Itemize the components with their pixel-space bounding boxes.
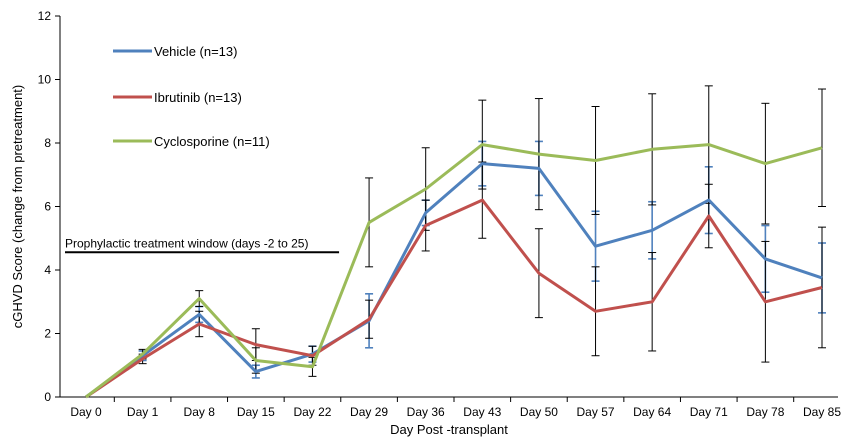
legend: Vehicle (n=13) Ibrutinib (n=13) Cyclospori…: [113, 44, 270, 149]
y-tick-label: 6: [44, 200, 51, 214]
series-1: [138, 161, 826, 366]
plot-area: [85, 85, 826, 399]
y-tick-label: 0: [44, 390, 51, 404]
x-tick-label: Day 85: [803, 405, 841, 419]
y-tick-label: 8: [44, 136, 51, 150]
x-tick-label: Day 36: [407, 405, 445, 419]
treatment-window-annotation: Prophylactic treatment window (days -2 t…: [65, 236, 340, 254]
x-tick-label: Day 78: [746, 405, 784, 419]
x-tick-label: Day 0: [70, 405, 102, 419]
series-line-0: [85, 162, 823, 399]
x-axis-title: Day Post -transplant: [390, 422, 508, 437]
y-tick-label: 2: [44, 327, 51, 341]
x-tick-label: Day 50: [520, 405, 558, 419]
y-tick-label: 10: [38, 73, 52, 87]
legend-label-2: Cyclosporine (n=11): [154, 134, 270, 149]
x-tick-label: Day 29: [350, 405, 388, 419]
axes: 0 2 4 6 8 10 12 Day 0 Day 1 Day 8 Day 15 Day 22 Day …: [38, 9, 842, 419]
x-tick-label: Day 43: [463, 405, 501, 419]
legend-label-0: Vehicle (n=13): [154, 44, 237, 59]
legend-label-1: Ibrutinib (n=13): [154, 90, 242, 105]
x-tick-label: Day 57: [577, 405, 615, 419]
y-axis-title: cGHVD Score (change from pretreatment): [10, 85, 25, 328]
x-tick-label: Day 64: [633, 405, 671, 419]
x-tick-label: Day 15: [237, 405, 275, 419]
y-tick-label: 4: [44, 263, 51, 277]
x-tick-label: Day 1: [127, 405, 159, 419]
x-tick-label: Day 8: [184, 405, 216, 419]
series-line-1: [85, 198, 823, 399]
treatment-window-label: Prophylactic treatment window (days -2 t…: [65, 236, 308, 250]
x-tick-label: Day 22: [293, 405, 331, 419]
x-tick-label: Day 71: [690, 405, 728, 419]
series-line-2: [85, 143, 823, 399]
y-tick-label: 12: [38, 9, 52, 23]
